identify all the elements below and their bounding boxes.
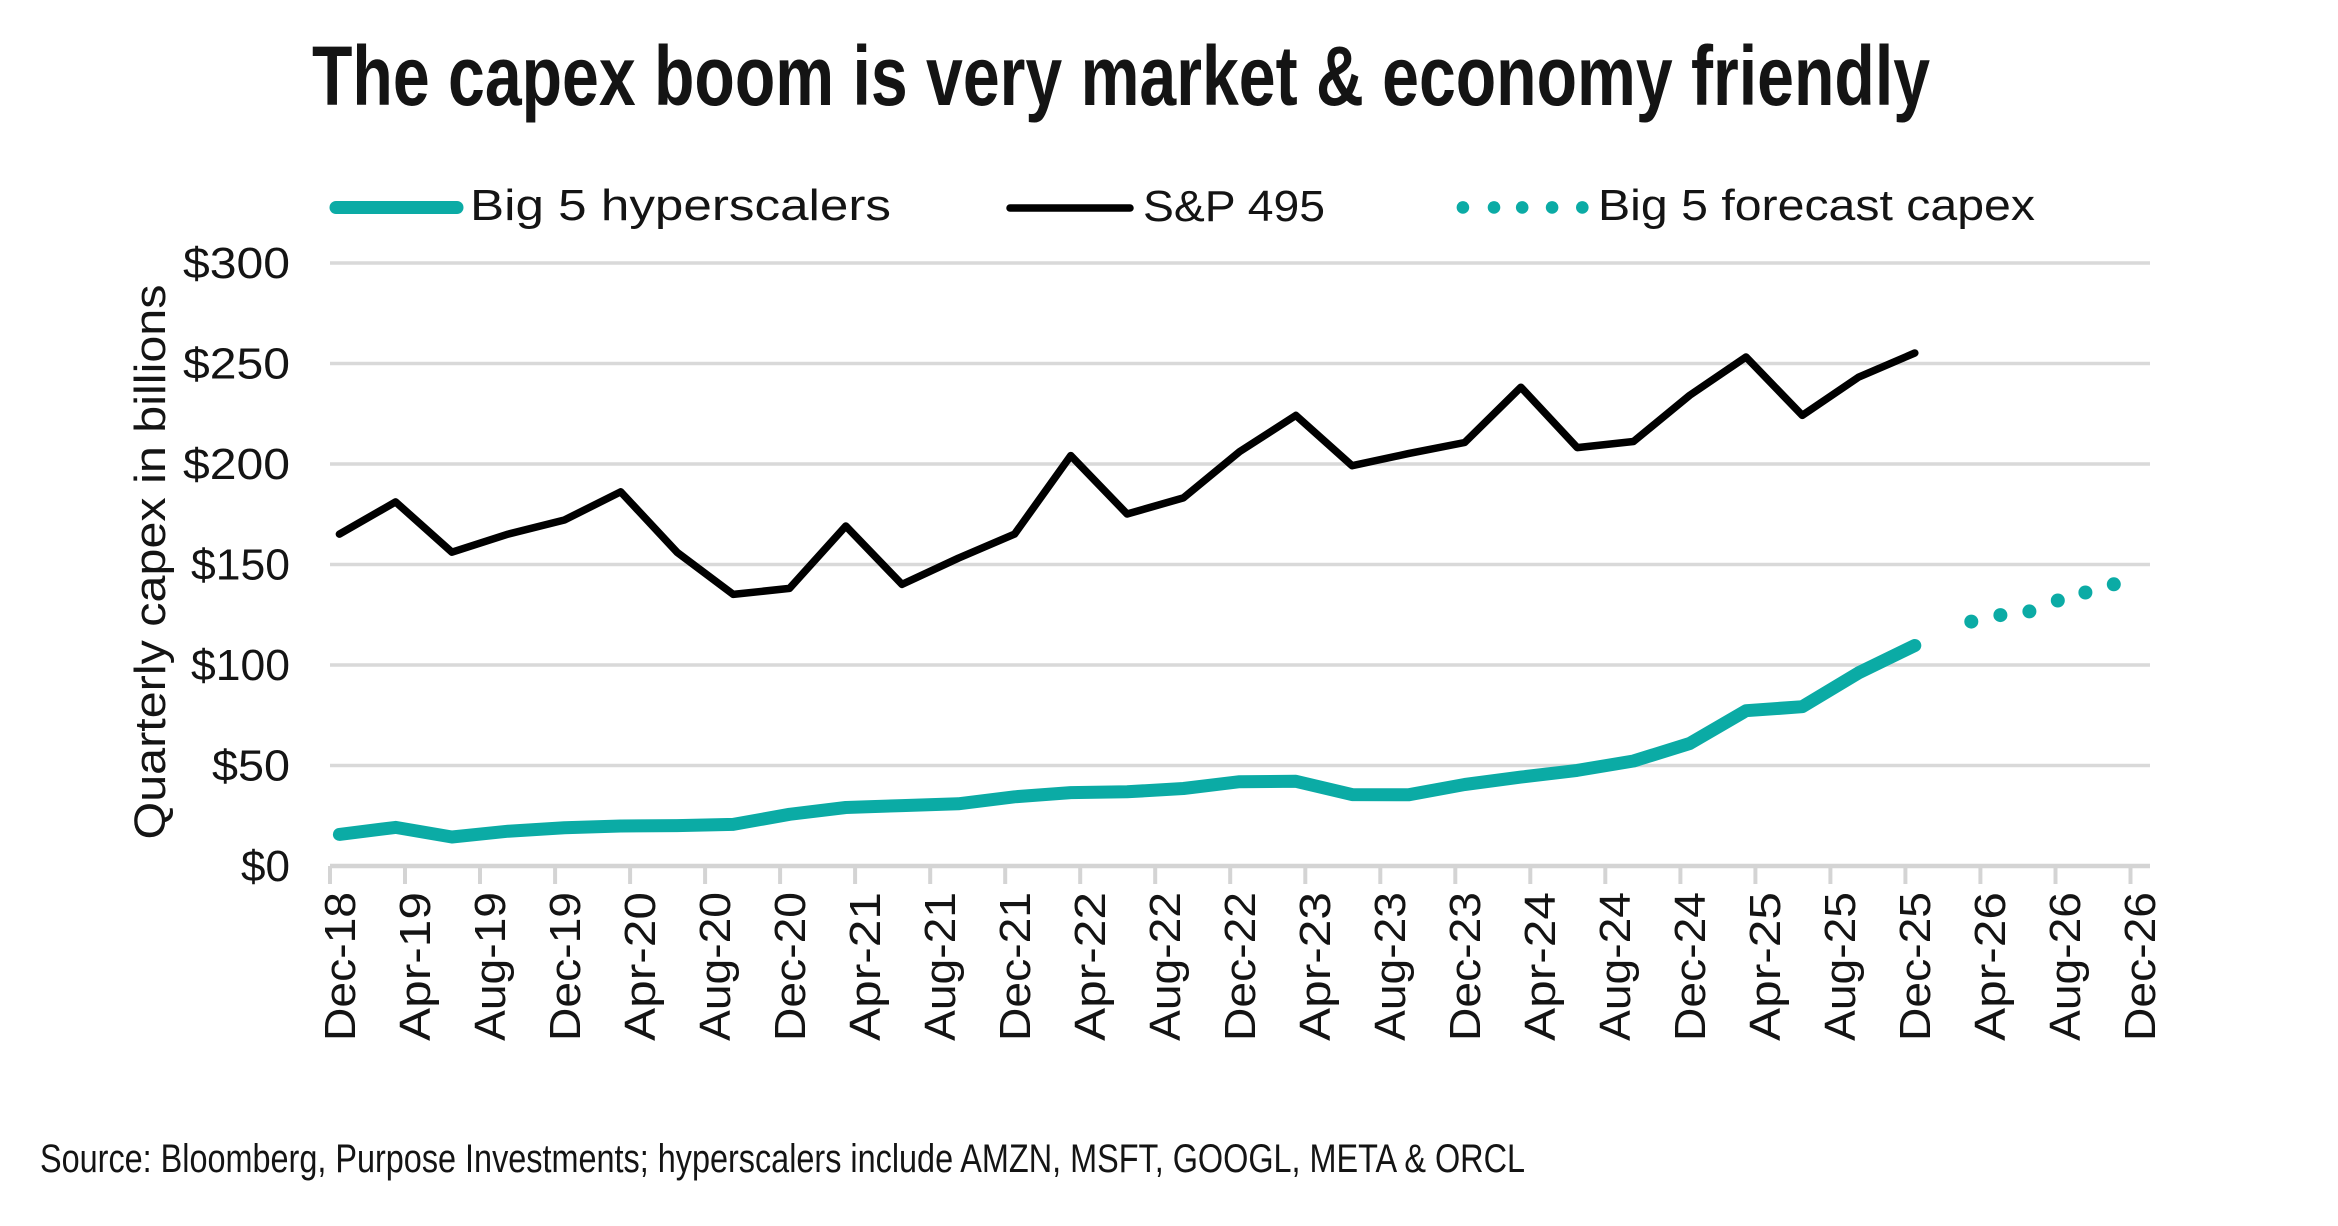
svg-text:$300: $300 [183, 239, 290, 288]
svg-text:$50: $50 [212, 742, 290, 791]
svg-text:Source: Bloomberg, Purpose Inv: Source: Bloomberg, Purpose Investments; … [40, 1137, 1525, 1181]
svg-text:$0: $0 [241, 842, 290, 891]
svg-text:Dec-26: Dec-26 [2116, 892, 2165, 1041]
svg-text:Dec-20: Dec-20 [766, 892, 815, 1041]
svg-text:Dec-25: Dec-25 [1891, 892, 1940, 1041]
svg-text:Apr-24: Apr-24 [1516, 892, 1565, 1041]
svg-text:Aug-26: Aug-26 [2041, 892, 2090, 1041]
svg-text:Apr-21: Apr-21 [841, 892, 890, 1041]
svg-text:Aug-25: Aug-25 [1816, 892, 1865, 1041]
svg-text:Aug-20: Aug-20 [691, 892, 740, 1041]
svg-text:The capex boom is very market: The capex boom is very market & economy … [312, 29, 1930, 123]
svg-text:Aug-21: Aug-21 [916, 892, 965, 1041]
svg-text:Dec-21: Dec-21 [991, 892, 1040, 1041]
svg-text:Dec-23: Dec-23 [1441, 892, 1490, 1041]
svg-text:S&P 495: S&P 495 [1143, 182, 1325, 231]
svg-text:$150: $150 [191, 541, 290, 590]
svg-text:Aug-24: Aug-24 [1591, 892, 1640, 1041]
svg-text:$250: $250 [183, 340, 290, 389]
svg-text:Apr-22: Apr-22 [1066, 892, 1115, 1041]
svg-text:Aug-22: Aug-22 [1141, 892, 1190, 1041]
svg-text:Dec-18: Dec-18 [316, 892, 365, 1041]
svg-text:Aug-19: Aug-19 [466, 892, 515, 1041]
svg-text:Dec-22: Dec-22 [1216, 892, 1265, 1041]
svg-text:Big 5 forecast capex: Big 5 forecast capex [1598, 181, 2035, 230]
svg-text:Aug-23: Aug-23 [1366, 892, 1415, 1041]
svg-text:$200: $200 [183, 440, 290, 489]
svg-text:Big 5 hyperscalers: Big 5 hyperscalers [470, 181, 891, 230]
svg-text:$100: $100 [191, 641, 290, 690]
svg-text:Dec-24: Dec-24 [1666, 892, 1715, 1041]
svg-text:Dec-19: Dec-19 [541, 892, 590, 1041]
svg-text:Apr-23: Apr-23 [1291, 892, 1340, 1041]
svg-text:Apr-26: Apr-26 [1966, 892, 2015, 1041]
svg-text:Apr-19: Apr-19 [391, 892, 440, 1041]
svg-text:Apr-20: Apr-20 [616, 892, 665, 1041]
svg-text:Quarterly capex in billions: Quarterly capex in billions [126, 285, 175, 840]
svg-text:Apr-25: Apr-25 [1741, 892, 1790, 1041]
